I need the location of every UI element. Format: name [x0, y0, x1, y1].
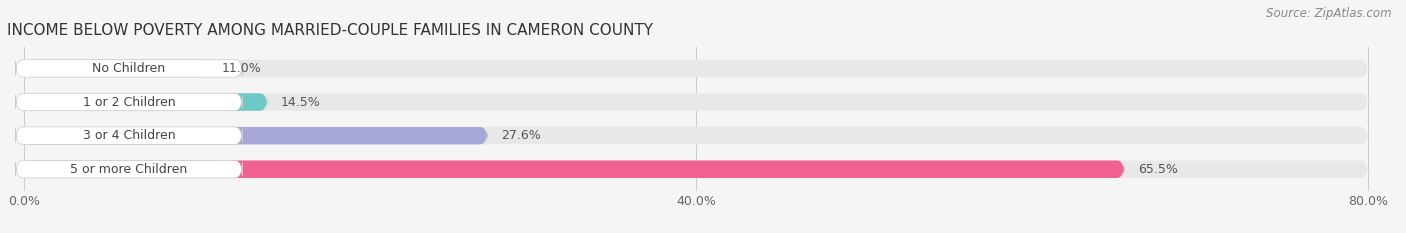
Text: Source: ZipAtlas.com: Source: ZipAtlas.com: [1267, 7, 1392, 20]
Text: 14.5%: 14.5%: [281, 96, 321, 109]
FancyBboxPatch shape: [15, 127, 242, 144]
Text: 5 or more Children: 5 or more Children: [70, 163, 187, 176]
FancyBboxPatch shape: [24, 127, 1368, 144]
FancyBboxPatch shape: [24, 93, 1368, 111]
Text: 27.6%: 27.6%: [501, 129, 541, 142]
Text: INCOME BELOW POVERTY AMONG MARRIED-COUPLE FAMILIES IN CAMERON COUNTY: INCOME BELOW POVERTY AMONG MARRIED-COUPL…: [7, 24, 652, 38]
Text: 11.0%: 11.0%: [222, 62, 262, 75]
FancyBboxPatch shape: [15, 161, 242, 178]
FancyBboxPatch shape: [15, 60, 242, 77]
FancyBboxPatch shape: [24, 127, 488, 144]
FancyBboxPatch shape: [24, 161, 1125, 178]
FancyBboxPatch shape: [24, 161, 1368, 178]
FancyBboxPatch shape: [24, 60, 1368, 77]
Text: 1 or 2 Children: 1 or 2 Children: [83, 96, 176, 109]
FancyBboxPatch shape: [15, 93, 242, 111]
Text: 3 or 4 Children: 3 or 4 Children: [83, 129, 176, 142]
Text: No Children: No Children: [93, 62, 166, 75]
Text: 65.5%: 65.5%: [1137, 163, 1178, 176]
FancyBboxPatch shape: [24, 93, 267, 111]
FancyBboxPatch shape: [24, 60, 208, 77]
